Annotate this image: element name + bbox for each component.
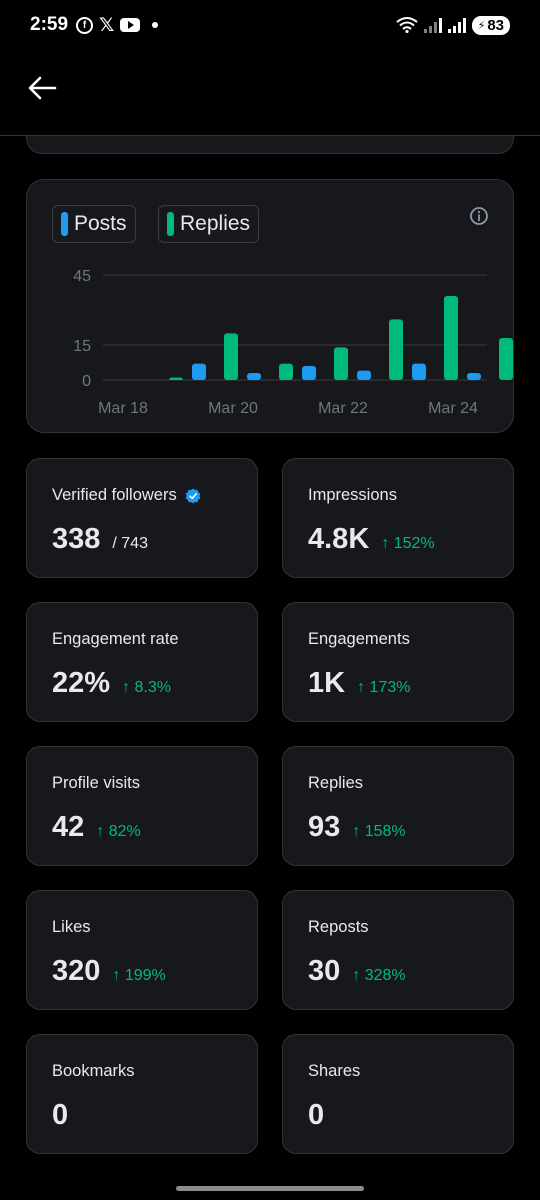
shares-value: 0 (308, 1099, 325, 1131)
reposts-value: 30 (308, 955, 341, 987)
facebook-icon: f (76, 16, 94, 34)
bar-replies[interactable] (444, 296, 458, 380)
reposts-label: Reposts (308, 918, 369, 936)
signal-icon-sim1 (423, 17, 442, 33)
stat-card-likes[interactable]: Likes 320 ↑ 199% (26, 890, 258, 1010)
verified-followers-value: 338 (52, 523, 101, 555)
replies-value: 93 (308, 811, 341, 843)
bar-posts[interactable] (357, 370, 371, 380)
legend-posts[interactable]: Posts (52, 205, 136, 243)
bar-replies[interactable] (334, 347, 348, 380)
impressions-change: ↑ 152% (381, 535, 435, 552)
bar-replies[interactable] (279, 363, 293, 380)
stat-card-replies[interactable]: Replies 93 ↑ 158% (282, 746, 514, 866)
more-notifications-dot-icon (152, 22, 159, 28)
x-tick-label: Mar 20 (208, 400, 258, 417)
shares-label: Shares (308, 1062, 361, 1080)
profile-visits-label: Profile visits (52, 774, 141, 792)
bar-replies[interactable] (499, 338, 513, 380)
x-tick-label: Mar 18 (98, 400, 148, 417)
engagement-rate-change: ↑ 8.3% (122, 679, 171, 696)
bar-posts[interactable] (467, 373, 481, 380)
bookmarks-value: 0 (52, 1099, 69, 1131)
top-nav (0, 50, 540, 136)
engagements-label: Engagements (308, 630, 410, 648)
stat-card-engagements[interactable]: Engagements 1K ↑ 173% (282, 602, 514, 722)
arrow-left-icon (28, 76, 57, 100)
info-icon[interactable] (469, 206, 489, 226)
impressions-label: Impressions (308, 486, 397, 504)
activity-bar-chart: 45 15 0 Mar 18 Mar 20 Mar 22 Mar 24 (73, 268, 513, 417)
legend-replies-label: Replies (180, 212, 251, 235)
notification-icons: f 𝕏 (76, 14, 159, 36)
bar-posts[interactable] (412, 363, 426, 380)
home-indicator[interactable] (176, 1186, 364, 1191)
stat-card-bookmarks[interactable]: Bookmarks 0 (26, 1034, 258, 1154)
stat-card-shares[interactable]: Shares 0 (282, 1034, 514, 1154)
bar-replies[interactable] (389, 319, 403, 380)
battery-indicator: ⚡ 83 (471, 15, 510, 35)
likes-value: 320 (52, 955, 101, 987)
y-tick-label: 45 (73, 268, 91, 285)
impressions-value: 4.8K (308, 523, 370, 555)
status-bar: 2:59 f 𝕏 ⚡ 83 (0, 0, 540, 50)
replies-label: Replies (308, 774, 364, 792)
status-time: 2:59 (30, 14, 69, 35)
bar-posts[interactable] (302, 366, 316, 380)
stat-card-verified-followers[interactable]: Verified followers 338 / 743 (26, 458, 258, 578)
battery-saver-icon: ⚡ (477, 19, 486, 32)
verified-badge-icon (185, 488, 201, 503)
battery-level: 83 (487, 16, 504, 34)
engagements-change: ↑ 173% (357, 679, 411, 696)
verified-followers-label: Verified followers (52, 486, 177, 504)
bar-posts[interactable] (247, 373, 261, 380)
system-icons: ⚡ 83 (395, 15, 510, 35)
likes-label: Likes (52, 918, 91, 936)
stat-card-impressions[interactable]: Impressions 4.8K ↑ 152% (282, 458, 514, 578)
engagement-rate-label: Engagement rate (52, 630, 179, 648)
youtube-icon (120, 18, 141, 32)
legend-posts-label: Posts (74, 212, 127, 235)
likes-change: ↑ 199% (112, 967, 166, 984)
profile-visits-value: 42 (52, 811, 85, 843)
engagements-value: 1K (308, 667, 346, 699)
signal-icon-sim2 (447, 17, 466, 33)
bar-replies[interactable] (169, 377, 183, 380)
bar-posts[interactable] (192, 363, 206, 380)
legend-replies[interactable]: Replies (158, 205, 260, 243)
activity-chart-card: Posts Replies 45 15 0 Mar 18 Mar 20 Mar 22 Mar… (26, 179, 514, 433)
engagement-rate-value: 22% (52, 667, 111, 699)
y-tick-label: 15 (73, 338, 91, 355)
back-button[interactable] (22, 70, 62, 106)
y-tick-label: 0 (82, 373, 91, 390)
replies-change: ↑ 158% (352, 823, 406, 840)
x-tick-label: Mar 24 (428, 400, 478, 417)
profile-visits-change: ↑ 82% (96, 823, 141, 840)
x-tick-label: Mar 22 (318, 400, 368, 417)
replies-swatch (167, 212, 174, 236)
posts-swatch (61, 212, 68, 236)
x-logo-icon: 𝕏 (99, 14, 115, 36)
reposts-change: ↑ 328% (352, 967, 406, 984)
bookmarks-label: Bookmarks (52, 1062, 135, 1080)
wifi-icon (395, 17, 418, 33)
bar-replies[interactable] (224, 333, 238, 380)
stat-card-profile-visits[interactable]: Profile visits 42 ↑ 82% (26, 746, 258, 866)
stat-card-engagement-rate[interactable]: Engagement rate 22% ↑ 8.3% (26, 602, 258, 722)
stat-card-reposts[interactable]: Reposts 30 ↑ 328% (282, 890, 514, 1010)
total-followers-value: / 743 (112, 535, 148, 552)
